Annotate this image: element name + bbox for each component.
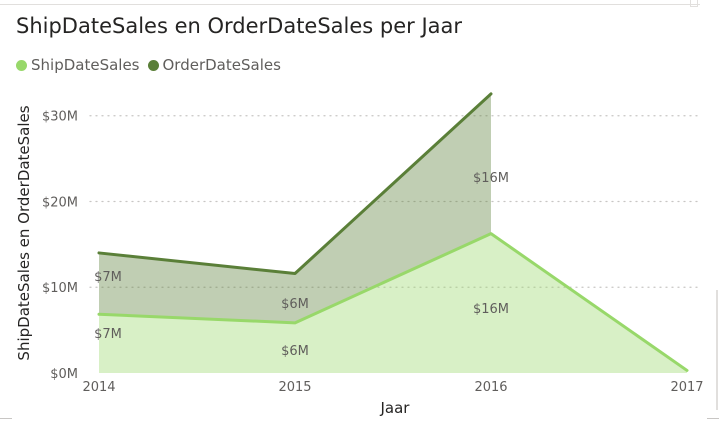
data-label-orderdatesales: $7M [94,270,122,285]
x-tick-label: 2014 [82,380,115,395]
area-orderdatesales [99,93,491,323]
data-label-orderdatesales: $16M [473,171,509,186]
legend-marker-orderdatesales [147,59,159,71]
visual-header-mark [690,0,698,7]
data-label-shipdatesales: $6M [281,344,309,359]
x-axis-title: Jaar [380,399,411,417]
line-shipdatesales [97,232,689,372]
legend-item-shipdatesales[interactable]: ShipDateSales [16,56,140,74]
data-label-orderdatesales: $6M [281,297,309,312]
legend-label-shipdatesales: ShipDateSales [31,56,140,74]
bottom-divider-right [707,418,719,419]
legend: ShipDateSales OrderDateSales [16,55,289,75]
x-tick-label: 2017 [670,380,703,395]
legend-marker-shipdatesales [16,59,27,71]
y-tick-label: $0M [50,367,78,382]
data-label-shipdatesales: $16M [473,302,509,317]
chart-title: ShipDateSales en OrderDateSales per Jaar [16,14,463,38]
y-tick-label: $30M [42,110,78,125]
y-axis-title: ShipDateSales en OrderDateSales [15,105,33,360]
x-tick-label: 2015 [278,380,311,395]
bottom-divider-left [0,418,12,419]
vertical-scrollbar[interactable] [716,290,718,410]
y-tick-label: $20M [42,195,78,210]
y-tick-label: $10M [42,281,78,296]
legend-label-orderdatesales: OrderDateSales [162,56,281,74]
legend-item-orderdatesales[interactable]: OrderDateSales [147,56,281,74]
x-tick-label: 2016 [474,380,507,395]
top-divider [0,0,700,5]
data-label-shipdatesales: $7M [94,327,122,342]
line-orderdatesales [97,92,493,276]
